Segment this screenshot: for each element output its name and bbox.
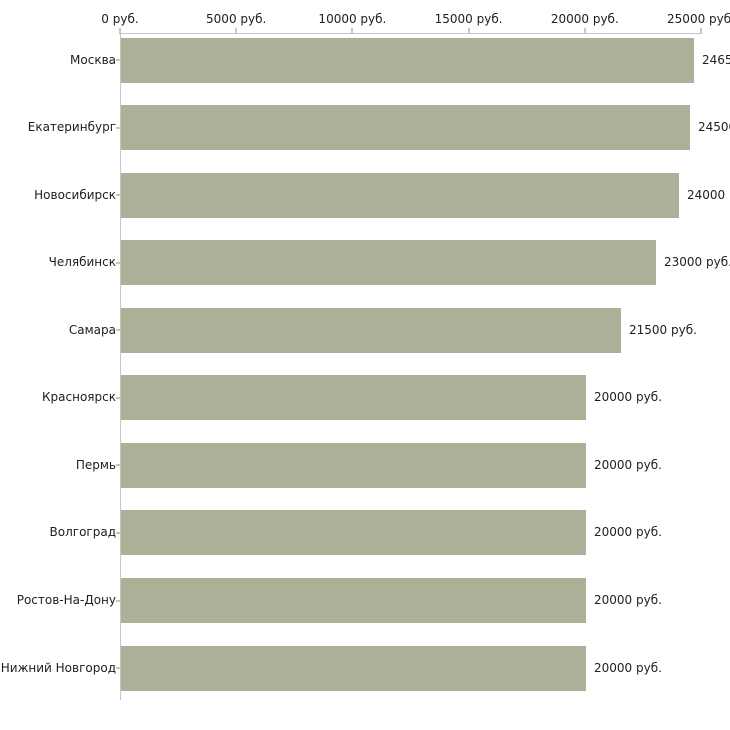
category-label: Волгоград xyxy=(49,525,116,540)
y-tick-mark xyxy=(116,329,121,332)
x-tick-label: 25000 руб. xyxy=(667,12,730,26)
bar xyxy=(121,645,586,691)
value-label: 20000 руб. xyxy=(594,457,662,472)
bar xyxy=(121,240,656,286)
y-tick-mark xyxy=(116,464,121,467)
bar xyxy=(121,510,586,556)
value-label: 20000 руб. xyxy=(594,593,662,608)
x-tick-mark xyxy=(583,28,586,34)
category-label: Новосибирск xyxy=(34,187,116,202)
y-tick-mark xyxy=(116,396,121,399)
x-tick-label: 10000 руб. xyxy=(318,12,387,26)
value-label: 21500 руб. xyxy=(629,322,697,337)
bar xyxy=(121,37,694,83)
x-tick-label: 15000 руб. xyxy=(434,12,503,26)
bar xyxy=(121,578,586,624)
value-label: 24650 руб. xyxy=(702,52,730,67)
y-tick-mark xyxy=(116,59,121,61)
category-label: Нижний Новгород xyxy=(0,660,116,675)
y-axis-line xyxy=(120,33,121,700)
bar xyxy=(121,307,621,353)
value-label: 23000 руб. xyxy=(664,255,730,270)
bar xyxy=(121,375,586,421)
x-tick-label: 0 руб. xyxy=(101,12,139,26)
bar xyxy=(121,172,679,218)
x-tick-mark xyxy=(700,28,702,34)
value-label: 24000 руб. xyxy=(687,187,730,202)
x-tick-mark xyxy=(351,28,354,34)
y-tick-mark xyxy=(116,261,121,264)
x-tick-mark xyxy=(235,28,238,34)
value-label: 20000 руб. xyxy=(594,660,662,675)
y-tick-mark xyxy=(116,194,121,197)
bar xyxy=(121,442,586,488)
x-tick-mark xyxy=(467,28,470,34)
y-tick-mark xyxy=(116,599,121,602)
value-label: 20000 руб. xyxy=(594,525,662,540)
x-tick-mark xyxy=(119,28,121,34)
category-label: Самара xyxy=(68,322,116,337)
x-tick-label: 20000 руб. xyxy=(550,12,619,26)
category-label: Ростов-На-Дону xyxy=(16,593,116,608)
y-tick-mark xyxy=(116,667,121,670)
x-axis-line xyxy=(120,33,702,34)
category-label: Екатеринбург xyxy=(27,120,116,135)
bar xyxy=(121,105,690,151)
y-tick-mark xyxy=(116,126,121,129)
x-tick-label: 5000 руб. xyxy=(206,12,267,26)
y-tick-mark xyxy=(116,531,121,534)
value-label: 20000 руб. xyxy=(594,390,662,405)
category-label: Челябинск xyxy=(48,255,116,270)
category-label: Красноярск xyxy=(42,390,116,405)
category-label: Москва xyxy=(70,52,116,67)
category-label: Пермь xyxy=(75,457,116,472)
value-label: 24500 руб. xyxy=(698,120,730,135)
